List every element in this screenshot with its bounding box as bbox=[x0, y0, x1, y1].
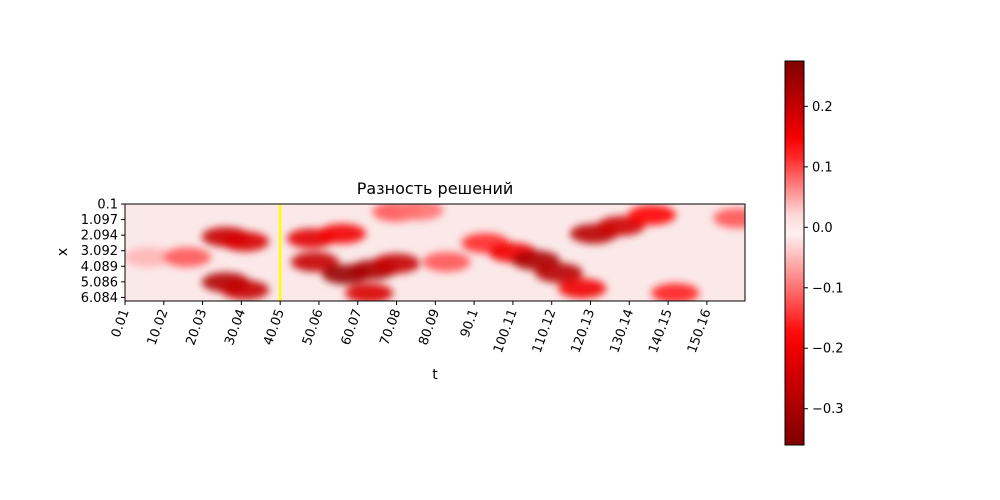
x-tick-label: 130.14 bbox=[607, 307, 637, 355]
heatmap-feature bbox=[713, 208, 745, 229]
y-tick-label: 5.086 bbox=[81, 275, 118, 290]
x-tick-label: 30.04 bbox=[222, 307, 249, 347]
heatmap-feature bbox=[125, 247, 173, 268]
y-tick-label: 4.089 bbox=[81, 260, 118, 275]
heatmap-feature bbox=[372, 253, 421, 274]
x-axis-ticks: 0.01 10.02 20.03 30.04 40.05 50.06 60.07 70.08 8… bbox=[109, 301, 715, 355]
x-tick-label: 100.11 bbox=[491, 307, 521, 355]
y-tick-label: 2.094 bbox=[81, 229, 118, 244]
heatmap-feature bbox=[558, 278, 607, 299]
chart-title: Разность решений bbox=[357, 179, 514, 198]
x-tick-label: 40.05 bbox=[261, 307, 288, 347]
x-tick-label: 0.01 bbox=[109, 307, 133, 339]
heatmap-feature bbox=[290, 251, 339, 272]
y-tick-label: 1.097 bbox=[81, 213, 118, 228]
y-tick-label: 3.092 bbox=[81, 244, 118, 259]
y-tick-label: 6.084 bbox=[81, 291, 118, 306]
colorbar-frame bbox=[784, 60, 805, 446]
x-tick-label: 60.07 bbox=[339, 307, 366, 347]
colorbar-tick-label: 0.0 bbox=[812, 221, 833, 236]
x-tick-label: 10.02 bbox=[145, 307, 172, 347]
colorbar-tick-label: 0.1 bbox=[812, 160, 833, 175]
colorbar-tick-label: −0.2 bbox=[812, 342, 844, 357]
y-axis-label: x bbox=[55, 248, 71, 256]
x-tick-label: 80.09 bbox=[416, 307, 443, 347]
x-axis-label: t bbox=[432, 367, 438, 383]
x-tick-label: 70.08 bbox=[377, 307, 404, 347]
heatmap-feature bbox=[627, 204, 676, 225]
x-tick-label: 120.13 bbox=[569, 307, 599, 355]
x-tick-label: 20.03 bbox=[184, 307, 211, 347]
y-tick-label: 0.1 bbox=[97, 198, 118, 213]
colorbar-tick-label: 0.2 bbox=[812, 100, 833, 115]
heatmap-feature bbox=[317, 223, 366, 244]
heatmap-feature bbox=[422, 251, 471, 272]
colorbar-tick-label: −0.1 bbox=[812, 281, 844, 296]
heatmap-feature bbox=[221, 280, 270, 301]
x-tick-label: 50.06 bbox=[300, 307, 327, 347]
x-tick-label: 140.15 bbox=[646, 307, 676, 355]
heatmap-feature bbox=[162, 247, 211, 268]
x-tick-label: 110.12 bbox=[530, 307, 560, 355]
x-tick-label: 90.1 bbox=[458, 307, 482, 339]
heatmap-features bbox=[125, 204, 745, 301]
heatmap bbox=[125, 204, 745, 301]
heatmap-feature bbox=[345, 283, 394, 301]
colorbar-ticks: 0.2 0.1 0.0 −0.1 −0.2 −0.3 bbox=[804, 100, 844, 417]
colorbar bbox=[785, 61, 804, 445]
heatmap-feature bbox=[395, 204, 444, 221]
colorbar-tick-label: −0.3 bbox=[812, 402, 844, 417]
heatmap-feature bbox=[534, 262, 583, 283]
heatmap-feature bbox=[651, 283, 700, 301]
x-tick-label: 150.16 bbox=[685, 307, 715, 355]
heatmap-feature bbox=[221, 231, 270, 252]
